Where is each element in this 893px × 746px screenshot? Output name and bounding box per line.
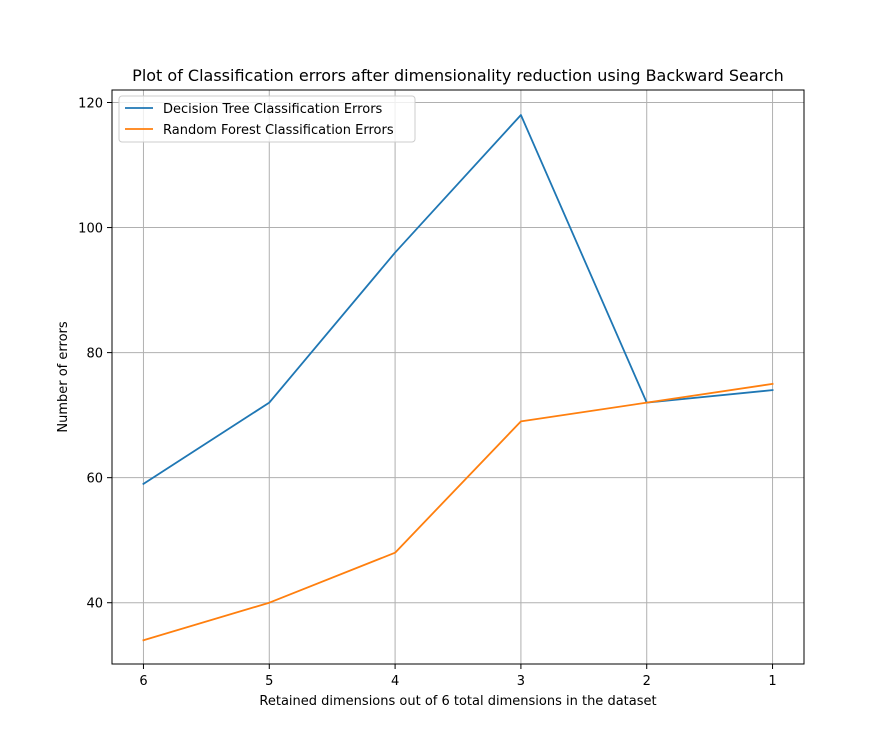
series-line-2 <box>142 382 774 642</box>
x-tick-label: 4 <box>391 674 399 689</box>
legend: Decision Tree Classification Errors Rando… <box>118 95 416 143</box>
y-tick-label: 100 <box>78 222 103 237</box>
x-tick-label: 6 <box>139 674 147 689</box>
legend-entries: Decision Tree Classification Errors Rando… <box>125 102 394 138</box>
axes-frame <box>111 89 805 665</box>
y-axis-label: Number of errors <box>56 321 71 432</box>
y-tick-label: 120 <box>78 97 103 112</box>
x-tick-label: 5 <box>265 674 273 689</box>
legend-label-1: Decision Tree Classification Errors <box>163 102 383 117</box>
y-tick-label: 60 <box>86 472 103 487</box>
x-tick-label: 1 <box>768 674 776 689</box>
y-tick-label: 40 <box>86 597 103 612</box>
chart-title: Plot of Classification errors after dime… <box>132 66 784 85</box>
series-line-1 <box>142 114 774 486</box>
ticks: 6 5 4 3 2 1 40 60 80 100 120 <box>78 97 777 689</box>
x-tick-label: 3 <box>517 674 525 689</box>
x-tick-label: 2 <box>643 674 651 689</box>
y-tick-label: 80 <box>86 347 103 362</box>
grid <box>112 90 804 664</box>
series-lines <box>142 114 774 642</box>
legend-box <box>118 95 416 143</box>
x-axis-label: Retained dimensions out of 6 total dimen… <box>259 694 656 709</box>
legend-label-2: Random Forest Classification Errors <box>163 123 394 138</box>
